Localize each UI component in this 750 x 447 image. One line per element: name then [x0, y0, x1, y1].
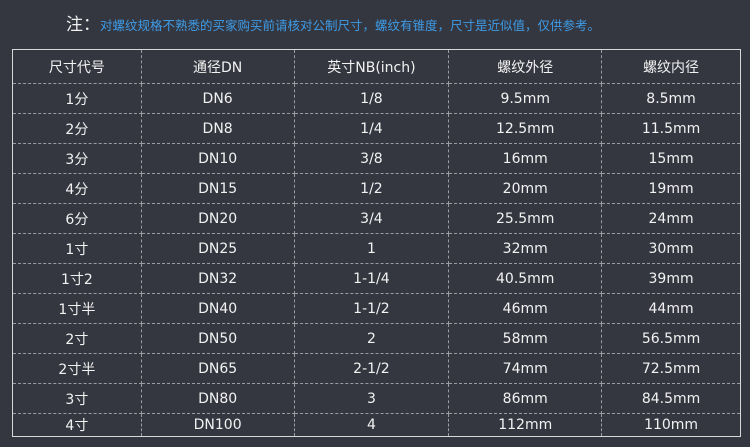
- table-cell: 1/4: [293, 113, 450, 144]
- table-cell: DN25: [140, 233, 295, 264]
- table-cell: 3: [293, 383, 450, 414]
- table-cell: 3寸: [12, 383, 142, 414]
- table-cell: 2寸半: [12, 353, 142, 384]
- table-row: 1寸2 DN32 1-1/4 40.5mm 39mm: [12, 263, 741, 294]
- table-row: 3分 DN10 3/8 16mm 15mm: [12, 143, 741, 174]
- table-cell: 16mm: [448, 143, 603, 174]
- table-cell: DN15: [140, 173, 295, 204]
- table-cell: 11.5mm: [601, 113, 741, 144]
- table-cell: 19mm: [601, 173, 741, 204]
- table-cell: 2分: [12, 113, 142, 144]
- table-cell: 12.5mm: [448, 113, 603, 144]
- table-cell: 2-1/2: [293, 353, 450, 384]
- table-cell: 6分: [12, 203, 142, 234]
- table-cell: 4寸: [12, 413, 142, 437]
- table-cell: 74mm: [448, 353, 603, 384]
- table-cell: 8.5mm: [601, 83, 741, 114]
- table-cell: 1分: [12, 83, 142, 114]
- column-header: 英寸NB(inch): [293, 49, 450, 84]
- table-cell: DN6: [140, 83, 295, 114]
- table-row: 1寸半 DN40 1-1/2 46mm 44mm: [12, 293, 741, 324]
- note: 注：对螺纹规格不熟悉的买家购买前请核对公制尺寸，螺纹有锥度，尺寸是近似值，仅供参…: [66, 10, 600, 35]
- table-cell: 1寸半: [12, 293, 142, 324]
- table-cell: 30mm: [601, 233, 741, 264]
- table-cell: DN10: [140, 143, 295, 174]
- table-cell: 72.5mm: [601, 353, 741, 384]
- note-label: 注：: [66, 15, 100, 35]
- table-cell: 3分: [12, 143, 142, 174]
- table-cell: DN80: [140, 383, 295, 414]
- table-cell: 46mm: [448, 293, 603, 324]
- table-cell: 56.5mm: [601, 323, 741, 354]
- table-cell: 4分: [12, 173, 142, 204]
- table-cell: 1-1/4: [293, 263, 450, 294]
- column-header: 尺寸代号: [12, 49, 142, 84]
- table-cell: DN20: [140, 203, 295, 234]
- table-cell: 84.5mm: [601, 383, 741, 414]
- table-row: 1寸 DN25 1 32mm 30mm: [12, 233, 741, 264]
- table-cell: DN100: [140, 413, 295, 437]
- table-cell: 24mm: [601, 203, 741, 234]
- table-row: 6分 DN20 3/4 25.5mm 24mm: [12, 203, 741, 234]
- thread-size-table: 尺寸代号 通径DN 英寸NB(inch) 螺纹外径 螺纹内径 1分 DN6 1/8 9.5mm…: [12, 49, 741, 437]
- table-row: 4分 DN15 1/2 20mm 19mm: [12, 173, 741, 204]
- table-cell: DN40: [140, 293, 295, 324]
- table-cell: 44mm: [601, 293, 741, 324]
- table-cell: 2: [293, 323, 450, 354]
- table-cell: 1-1/2: [293, 293, 450, 324]
- table-cell: 40.5mm: [448, 263, 603, 294]
- table-cell: 15mm: [601, 143, 741, 174]
- table-cell: 110mm: [601, 413, 741, 437]
- table-cell: DN65: [140, 353, 295, 384]
- column-header: 通径DN: [140, 49, 295, 84]
- table-cell: 39mm: [601, 263, 741, 294]
- table-cell: 3/8: [293, 143, 450, 174]
- table-cell: 32mm: [448, 233, 603, 264]
- note-text: 对螺纹规格不熟悉的买家购买前请核对公制尺寸，螺纹有锥度，尺寸是近似值，仅供参考。: [100, 18, 601, 33]
- table-cell: 1/2: [293, 173, 450, 204]
- table-row: 3寸 DN80 3 86mm 84.5mm: [12, 383, 741, 414]
- column-header: 螺纹内径: [601, 49, 741, 84]
- table-cell: 1寸2: [12, 263, 142, 294]
- table-cell: DN32: [140, 263, 295, 294]
- table-cell: DN50: [140, 323, 295, 354]
- table-cell: 20mm: [448, 173, 603, 204]
- column-header: 螺纹外径: [448, 49, 603, 84]
- table-row: 2寸 DN50 2 58mm 56.5mm: [12, 323, 741, 354]
- table-cell: 3/4: [293, 203, 450, 234]
- table-cell: 4: [293, 413, 450, 437]
- table-row: 4寸 DN100 4 112mm 110mm: [12, 413, 741, 437]
- table-cell: 112mm: [448, 413, 603, 437]
- table-header-row: 尺寸代号 通径DN 英寸NB(inch) 螺纹外径 螺纹内径: [12, 49, 741, 84]
- table-cell: DN8: [140, 113, 295, 144]
- table-cell: 86mm: [448, 383, 603, 414]
- table-cell: 1: [293, 233, 450, 264]
- table-row: 1分 DN6 1/8 9.5mm 8.5mm: [12, 83, 741, 114]
- table-cell: 1/8: [293, 83, 450, 114]
- table-cell: 25.5mm: [448, 203, 603, 234]
- table-row: 2分 DN8 1/4 12.5mm 11.5mm: [12, 113, 741, 144]
- table-cell: 1寸: [12, 233, 142, 264]
- table-cell: 9.5mm: [448, 83, 603, 114]
- table-row: 2寸半 DN65 2-1/2 74mm 72.5mm: [12, 353, 741, 384]
- table-cell: 2寸: [12, 323, 142, 354]
- table-cell: 58mm: [448, 323, 603, 354]
